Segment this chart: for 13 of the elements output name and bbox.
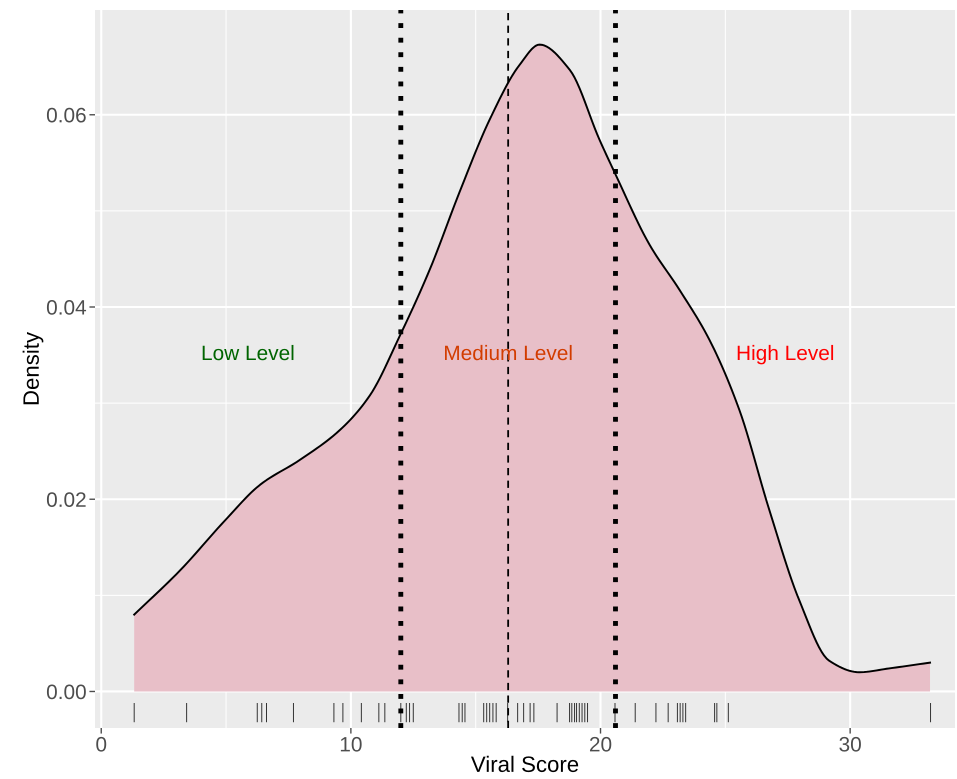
annotation: High Level (738, 344, 834, 364)
y-tick-label: 0.06 (46, 108, 86, 123)
x-tick-label: 10 (340, 736, 362, 752)
x-tick-label: 0 (96, 736, 106, 752)
y-axis-title: Density (22, 332, 44, 404)
y-tick-label: 0.02 (46, 492, 86, 507)
x-tick-label: 30 (839, 736, 861, 752)
y-tick-label: 0.04 (46, 300, 86, 315)
x-axis-title: Viral Score (470, 756, 578, 772)
x-tick-label: 20 (590, 736, 612, 752)
annotation: Medium Level (445, 344, 572, 360)
y-tick-label: 0.00 (46, 684, 86, 700)
annotation: Low Level (202, 344, 294, 360)
